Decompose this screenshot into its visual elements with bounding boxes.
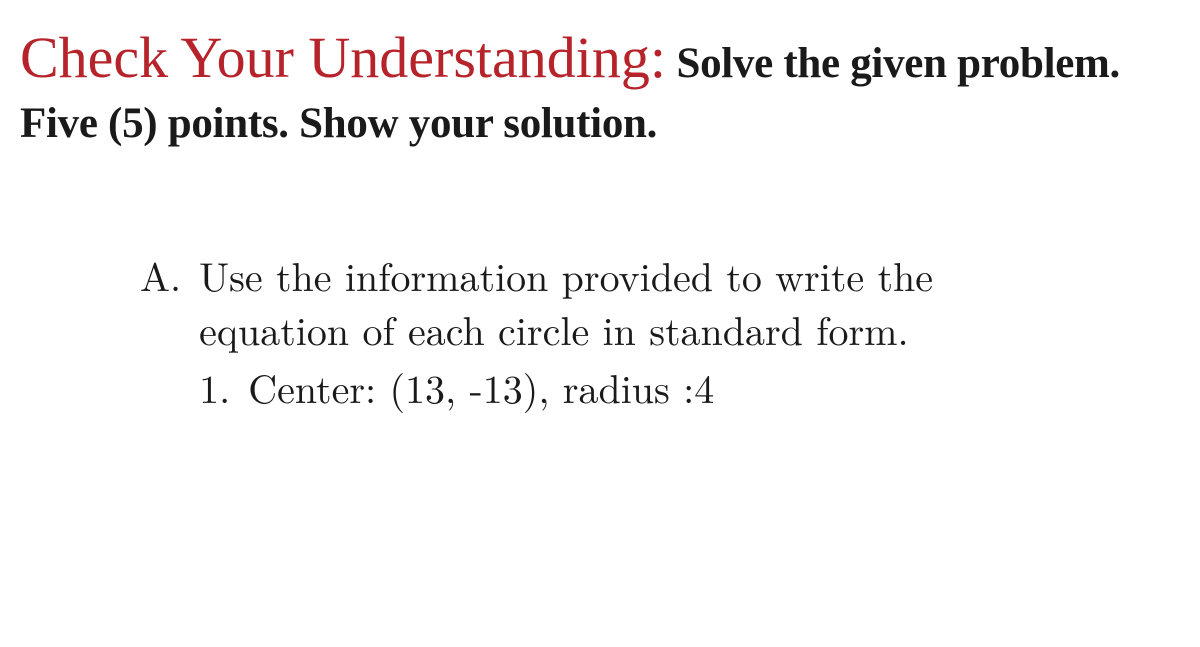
item-1: 1. Center: (13, -13), radius :4 [199, 360, 1170, 414]
section-text-line1: Use the information provided to write th… [199, 248, 1170, 302]
header-bold-1: Solve the given problem. [676, 40, 1120, 87]
header-line-1: Check Your Understanding: Solve the give… [20, 22, 1180, 95]
section-text-line2: equation of each circle in standard form… [199, 302, 1170, 356]
section-letter: A. [140, 248, 181, 414]
header-bold-2: Five (5) points. Show your solution. [20, 99, 1180, 148]
section-a: A. Use the information provided to write… [140, 248, 1170, 414]
item-number: 1. [199, 360, 230, 414]
item-text: Center: (13, -13), radius :4 [248, 360, 1170, 414]
section-row: A. Use the information provided to write… [140, 248, 1170, 414]
worksheet-page: Check Your Understanding: Solve the give… [0, 0, 1200, 414]
header-cursive: Check Your Understanding: [20, 25, 666, 90]
section-body: Use the information provided to write th… [199, 248, 1170, 414]
